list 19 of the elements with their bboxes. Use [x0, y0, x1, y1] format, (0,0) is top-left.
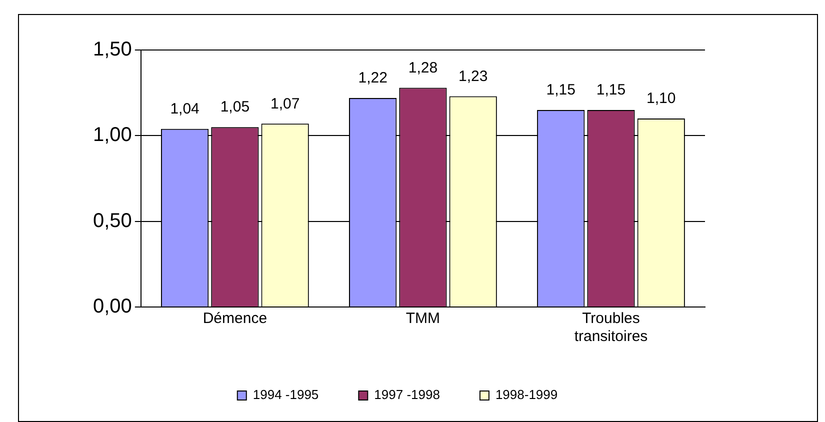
y-tick-label: 1,00: [92, 124, 132, 146]
data-label: 1,07: [270, 95, 300, 112]
data-label: 1,23: [458, 68, 488, 85]
legend-label: 1994 -1995: [252, 387, 319, 402]
y-tick-label: 0,50: [92, 210, 132, 232]
data-label: 1,28: [408, 59, 438, 76]
y-tick-label: 0,00: [92, 296, 132, 318]
y-tick-label: 1,50: [92, 38, 132, 61]
data-label: 1,15: [546, 82, 576, 99]
data-label: 1,15: [596, 82, 626, 99]
x-tick-label: TMM: [406, 310, 440, 328]
x-tick-label: Démence: [202, 310, 268, 328]
legend-label: 1998-1999: [495, 387, 558, 402]
x-tick-label: Troubles transitoires: [574, 310, 648, 346]
data-label: 1,05: [220, 98, 250, 116]
legend-label: 1997 -1998: [374, 387, 440, 402]
data-label: 1,22: [358, 70, 388, 87]
data-label: 1,04: [170, 100, 200, 118]
data-label: 1,10: [646, 90, 676, 108]
